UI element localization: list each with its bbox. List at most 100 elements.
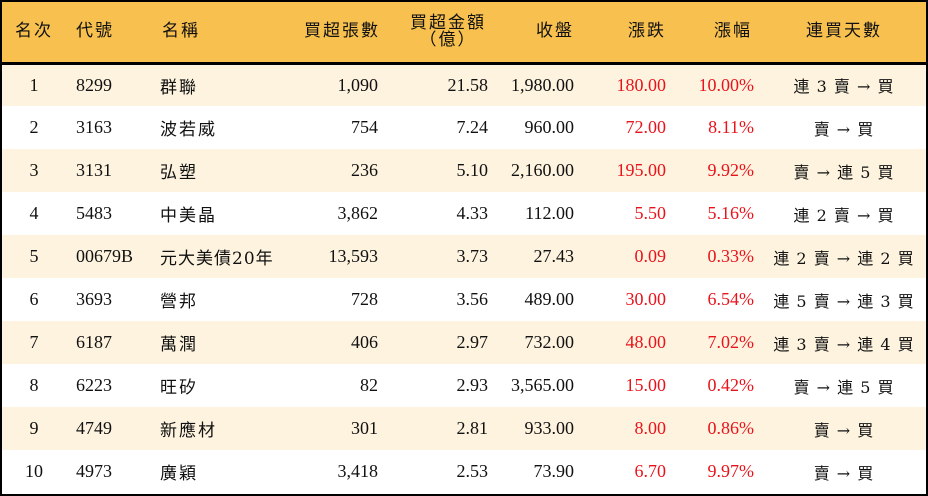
cell-change-pct: 0.42%	[707, 375, 755, 395]
header-close: 收盤	[492, 2, 580, 65]
cell-close: 960.00	[524, 117, 575, 137]
header-buy-streak: 連買天數	[762, 2, 926, 65]
cell-net-buy-lots: 1,090	[337, 74, 379, 95]
cell-rank: 4	[29, 203, 39, 223]
cell-change: 30.00	[625, 289, 667, 309]
cell-change-pct: 0.33%	[707, 246, 755, 266]
cell-change: 195.00	[616, 160, 667, 180]
header-change-pct: 漲幅	[672, 2, 762, 65]
cell-change: 5.50	[634, 203, 667, 223]
cell-change-pct: 9.92%	[707, 160, 755, 180]
cell-net-buy-lots: 3,418	[337, 461, 379, 481]
cell-code: 6187	[76, 332, 112, 352]
cell-change-pct: 7.02%	[707, 332, 755, 352]
cell-code: 00679B	[76, 246, 134, 266]
cell-close: 3,565.00	[511, 375, 574, 395]
table-row: 6 3693 營邦 728 3.56 489.00 30.00 6.54% 連 …	[2, 278, 926, 321]
cell-code: 5483	[76, 203, 112, 223]
header-net-buy-amount-unit: （億）	[419, 29, 477, 50]
table-row: 8 6223 旺矽 82 2.93 3,565.00 15.00 0.42% 賣…	[2, 364, 926, 407]
cell-name: 群聯	[160, 77, 198, 98]
cell-name: 新應材	[160, 421, 217, 441]
cell-change-pct: 10.00%	[698, 74, 755, 95]
cell-buy-streak: 賣 → 連 5 買	[793, 162, 895, 182]
cell-code: 8299	[76, 74, 112, 95]
cell-rank: 10	[25, 461, 43, 481]
cell-net-buy-lots: 406	[351, 332, 378, 352]
cell-change: 6.70	[634, 461, 667, 481]
cell-net-buy-lots: 301	[351, 418, 378, 438]
cell-close: 73.90	[533, 461, 575, 481]
cell-name: 旺矽	[160, 378, 198, 398]
cell-net-buy-amount: 2.81	[456, 418, 489, 438]
cell-net-buy-amount: 3.73	[456, 246, 489, 266]
cell-net-buy-amount: 2.53	[456, 461, 489, 481]
cell-buy-streak: 連 2 賣 → 買	[793, 205, 895, 225]
cell-close: 1,980.00	[511, 74, 574, 95]
cell-name: 波若威	[160, 120, 217, 140]
cell-close: 27.43	[533, 246, 575, 266]
cell-net-buy-amount: 5.10	[456, 160, 489, 180]
cell-name: 弘塑	[160, 163, 198, 183]
cell-buy-streak: 連 3 賣 → 買	[793, 77, 895, 97]
header-net-buy-lots: 買超張數	[280, 2, 384, 65]
header-rank: 名次	[2, 2, 66, 65]
cell-name: 中美晶	[160, 206, 217, 226]
cell-rank: 2	[29, 117, 39, 137]
table-row: 10 4973 廣穎 3,418 2.53 73.90 6.70 9.97% 賣…	[2, 450, 926, 493]
table-row: 9 4749 新應材 301 2.81 933.00 8.00 0.86% 賣 …	[2, 407, 926, 450]
cell-buy-streak: 連 3 賣 → 連 4 買	[773, 334, 915, 354]
table-row: 4 5483 中美晶 3,862 4.33 112.00 5.50 5.16% …	[2, 192, 926, 235]
cell-net-buy-lots: 754	[351, 117, 378, 137]
cell-net-buy-amount: 21.58	[447, 74, 489, 95]
cell-change: 180.00	[616, 74, 667, 95]
cell-buy-streak: 賣 → 買	[813, 420, 875, 440]
table-row: 2 3163 波若威 754 7.24 960.00 72.00 8.11% 賣…	[2, 106, 926, 149]
cell-code: 3693	[76, 289, 112, 309]
table-row: 5 00679B 元大美債20年 13,593 3.73 27.43 0.09 …	[2, 235, 926, 278]
cell-net-buy-amount: 7.24	[456, 117, 489, 137]
cell-net-buy-amount: 3.56	[456, 289, 489, 309]
cell-buy-streak: 連 5 賣 → 連 3 買	[773, 291, 915, 311]
cell-close: 489.00	[524, 289, 575, 309]
cell-close: 933.00	[524, 418, 575, 438]
cell-buy-streak: 連 2 賣 → 連 2 買	[773, 248, 915, 268]
cell-close: 112.00	[525, 203, 574, 223]
cell-net-buy-lots: 3,862	[337, 203, 379, 223]
cell-change: 48.00	[625, 332, 667, 352]
cell-change-pct: 9.97%	[707, 461, 755, 481]
cell-rank: 1	[29, 74, 39, 95]
header-net-buy-amount-label: 買超金額	[410, 12, 486, 33]
cell-change-pct: 6.54%	[707, 289, 755, 309]
header-code: 代號	[66, 2, 150, 65]
cell-change-pct: 8.11%	[708, 117, 754, 137]
cell-net-buy-amount: 2.97	[456, 332, 489, 352]
cell-name: 廣穎	[160, 464, 198, 484]
cell-change: 72.00	[625, 117, 667, 137]
cell-net-buy-amount: 2.93	[456, 375, 489, 395]
header-row: 名次 代號 名稱 買超張數 買超金額 （億） 收盤 漲跌 漲幅 連買天數	[2, 2, 926, 65]
cell-name: 營邦	[160, 292, 198, 312]
cell-change: 8.00	[634, 418, 667, 438]
cell-buy-streak: 賣 → 買	[813, 463, 875, 483]
cell-close: 2,160.00	[511, 160, 574, 180]
cell-net-buy-amount: 4.33	[456, 203, 489, 223]
cell-net-buy-lots: 13,593	[328, 246, 379, 266]
cell-net-buy-lots: 236	[351, 160, 378, 180]
cell-rank: 7	[29, 332, 39, 352]
table-row: 7 6187 萬潤 406 2.97 732.00 48.00 7.02% 連 …	[2, 321, 926, 364]
table-row: 1 8299 群聯 1,090 21.58 1,980.00 180.00 10…	[2, 63, 926, 106]
cell-code: 6223	[76, 375, 112, 395]
cell-change: 15.00	[625, 375, 667, 395]
cell-code: 3163	[76, 117, 112, 137]
cell-rank: 5	[29, 246, 39, 266]
cell-net-buy-lots: 728	[351, 289, 378, 309]
cell-code: 4749	[76, 418, 112, 438]
cell-name: 元大美債20年	[160, 249, 274, 269]
cell-net-buy-lots: 82	[360, 375, 378, 395]
header-net-buy-amount: 買超金額 （億）	[384, 2, 492, 65]
header-name: 名稱	[150, 2, 280, 65]
cell-rank: 8	[29, 375, 39, 395]
